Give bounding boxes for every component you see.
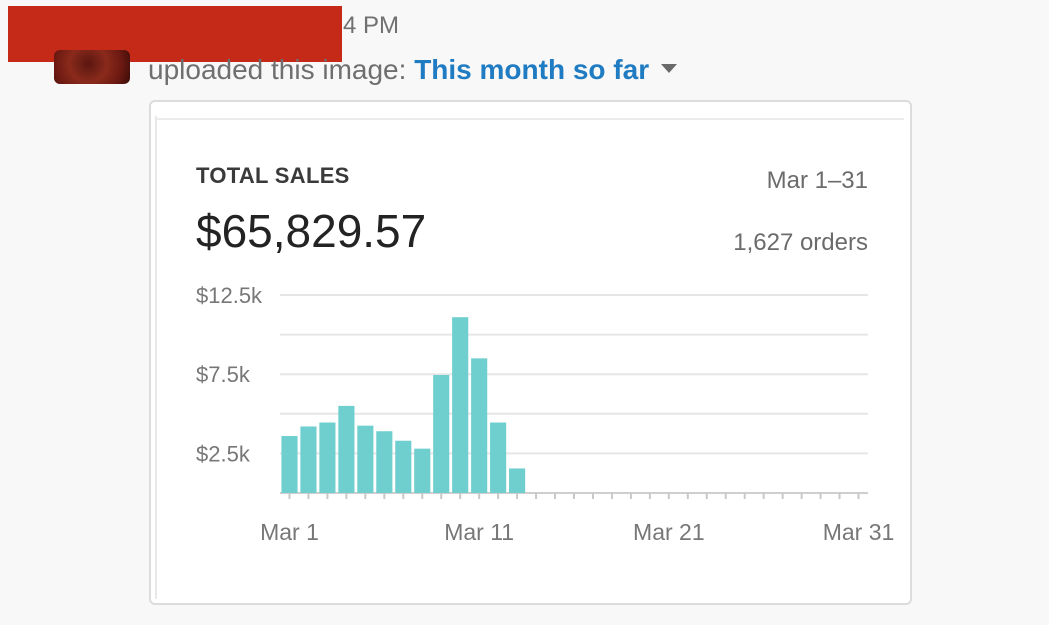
file-name-link[interactable]: This month so far <box>414 54 650 85</box>
bar <box>376 431 393 493</box>
bar <box>300 426 317 493</box>
bar <box>357 425 374 493</box>
card-divider <box>157 118 904 120</box>
x-tick-label: Mar 1 <box>260 519 319 545</box>
avatar[interactable] <box>54 50 130 84</box>
bar <box>433 374 450 493</box>
orders-count: 1,627 orders <box>733 229 868 256</box>
caret-down-icon[interactable] <box>661 64 678 74</box>
image-preview-card[interactable] <box>149 100 912 605</box>
bar <box>395 440 412 493</box>
date-range-label: Mar 1–31 <box>766 167 868 194</box>
x-tick-label: Mar 11 <box>444 519 514 545</box>
total-sales-label: TOTAL SALES <box>196 163 350 188</box>
bar <box>490 422 507 493</box>
y-tick-label: $12.5k <box>196 283 263 308</box>
bar <box>414 448 431 493</box>
total-sales-value: $65,829.57 <box>196 205 427 257</box>
bar <box>281 435 298 493</box>
x-tick-label: Mar 21 <box>633 519 705 545</box>
card-edge <box>155 116 157 599</box>
message-timestamp[interactable]: 4 PM <box>343 12 400 39</box>
bar <box>452 317 469 493</box>
y-tick-label: $7.5k <box>196 362 251 387</box>
bar <box>319 422 336 493</box>
y-tick-label: $2.5k <box>196 441 251 466</box>
x-tick-label: Mar 31 <box>823 519 895 545</box>
upload-action-text: uploaded this image: <box>148 54 415 85</box>
bar <box>509 468 526 493</box>
bar <box>471 358 488 493</box>
bar <box>338 405 355 493</box>
upload-message: uploaded this image: This month so far <box>148 54 678 86</box>
